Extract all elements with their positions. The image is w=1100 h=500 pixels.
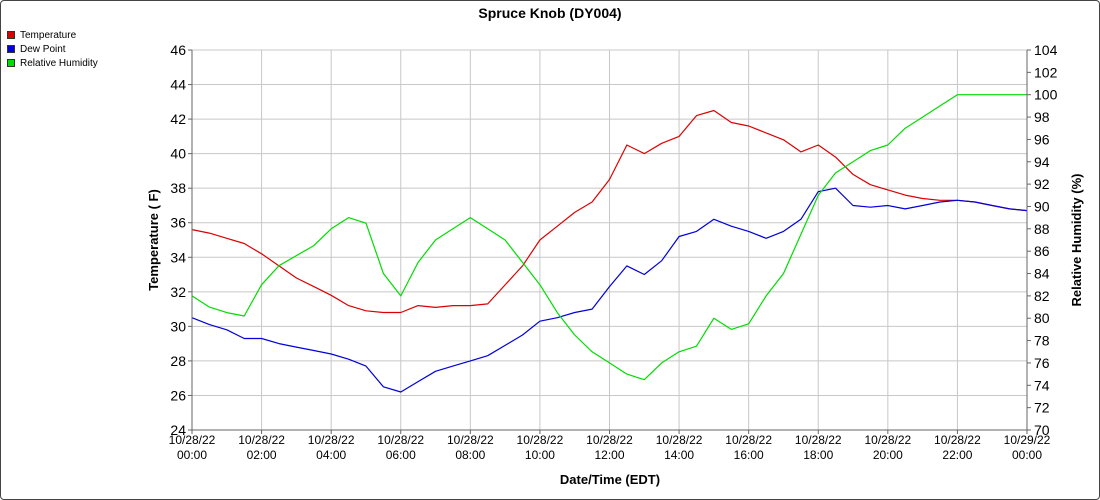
left-tick-label: 26: [170, 387, 186, 403]
x-tick-date: 10/28/22: [517, 433, 564, 447]
x-tick-date: 10/28/22: [656, 433, 703, 447]
right-tick-label: 92: [1034, 176, 1050, 192]
x-tick-time: 04:00: [316, 448, 346, 462]
x-tick-time: 16:00: [734, 448, 764, 462]
left-tick-label: 36: [170, 215, 186, 231]
right-tick-label: 76: [1034, 355, 1050, 371]
right-tick-labels: 70 72 74 76 78 80 82 84 86 88 90 92 94 96 98 100 102 104: [1027, 42, 1058, 438]
x-tick-time: 00:00: [177, 448, 207, 462]
legend-label-dew-point: Dew Point: [20, 43, 66, 55]
x-tick-time: 20:00: [873, 448, 903, 462]
y-axis-label: Temperature ( F): [146, 189, 161, 291]
x-tick-time: 12:00: [594, 448, 624, 462]
left-tick-label: 28: [170, 353, 186, 369]
right-tick-label: 104: [1034, 42, 1058, 58]
right-tick-label: 102: [1034, 64, 1058, 80]
legend-swatch-temperature: [7, 31, 15, 39]
relative-humidity-line: [191, 94, 1027, 381]
x-tick-date: 10/28/22: [934, 433, 981, 447]
right-tick-label: 100: [1034, 87, 1058, 103]
left-tick-label: 38: [170, 180, 186, 196]
right-tick-label: 90: [1034, 198, 1050, 214]
x-axis-label: Date/Time (EDT): [560, 472, 660, 487]
x-tick-date: 10/28/22: [377, 433, 424, 447]
x-tick-time: 10:00: [525, 448, 555, 462]
left-tick-label: 40: [170, 146, 186, 162]
dew-point-line: [191, 187, 1028, 393]
legend-swatch-relative-humidity: [7, 59, 15, 67]
right-tick-label: 96: [1034, 131, 1050, 147]
left-tick-label: 46: [170, 42, 186, 58]
x-tick-date: 10/28/22: [586, 433, 633, 447]
legend-item-dew-point: Dew Point: [7, 42, 98, 56]
x-tick-date: 10/28/22: [447, 433, 494, 447]
right-tick-label: 86: [1034, 243, 1050, 259]
x-tick-time: 22:00: [942, 448, 972, 462]
x-tick-date: 10/28/22: [308, 433, 355, 447]
legend-label-temperature: Temperature: [20, 29, 77, 41]
x-tick-date: 10/28/22: [795, 433, 842, 447]
right-tick-label: 84: [1034, 266, 1050, 282]
x-tick-date: 10/28/22: [238, 433, 285, 447]
left-tick-label: 34: [170, 249, 186, 265]
chart-title: Spruce Knob (DY004): [478, 5, 621, 21]
right-tick-label: 80: [1034, 310, 1050, 326]
x-tick-date: 10/28/22: [864, 433, 911, 447]
x-tick-time: 02:00: [247, 448, 277, 462]
left-tick-label: 32: [170, 284, 186, 300]
left-tick-labels: 24 26 28 30 32 34 36 38 40 42 44 46: [170, 42, 192, 438]
y2-axis-label: Relative Humidity (%): [1069, 174, 1084, 307]
series-lines: [191, 94, 1028, 393]
right-tick-label: 70: [1034, 422, 1050, 438]
x-tick-time: 00:00: [1012, 448, 1042, 462]
right-tick-label: 98: [1034, 109, 1050, 125]
x-tick-date: 10/29/22: [1004, 433, 1051, 447]
temperature-line: [191, 109, 1028, 314]
grid-lines: [191, 49, 1028, 431]
legend-swatch-dew-point: [7, 45, 15, 53]
left-tick-label: 24: [170, 422, 186, 438]
right-tick-label: 74: [1034, 377, 1050, 393]
legend-item-relative-humidity: Relative Humidity: [7, 56, 98, 70]
left-tick-label: 42: [170, 111, 186, 127]
x-tick-time: 08:00: [455, 448, 485, 462]
left-tick-label: 44: [170, 77, 186, 93]
x-tick-time: 18:00: [803, 448, 833, 462]
x-tick-date: 10/28/22: [725, 433, 772, 447]
left-tick-label: 30: [170, 318, 186, 334]
legend-item-temperature: Temperature: [7, 28, 98, 42]
x-tick-labels: 10/28/2200:0010/28/2202:0010/28/2204:001…: [169, 430, 1051, 462]
right-tick-label: 78: [1034, 333, 1050, 349]
x-tick-time: 14:00: [664, 448, 694, 462]
x-tick-time: 06:00: [386, 448, 416, 462]
right-tick-label: 72: [1034, 400, 1050, 416]
right-tick-label: 82: [1034, 288, 1050, 304]
legend: Temperature Dew Point Relative Humidity: [7, 28, 98, 70]
right-tick-label: 88: [1034, 221, 1050, 237]
x-tick-date: 10/28/22: [169, 433, 216, 447]
right-tick-label: 94: [1034, 154, 1050, 170]
legend-label-relative-humidity: Relative Humidity: [20, 57, 98, 69]
